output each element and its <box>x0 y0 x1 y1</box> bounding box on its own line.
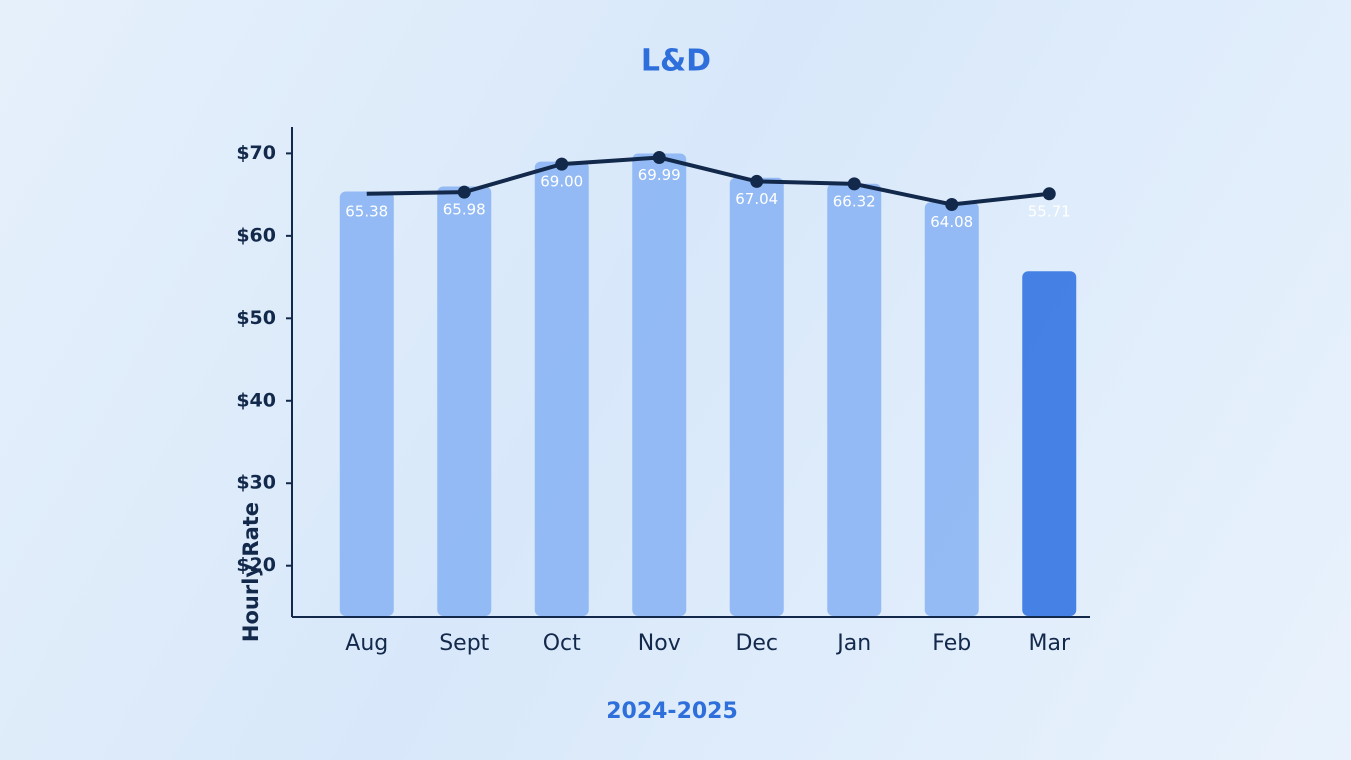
value-label: 65.98 <box>443 201 486 219</box>
line <box>366 155 1050 207</box>
bar <box>1022 271 1077 616</box>
bar <box>924 202 979 617</box>
y-tick-label: $40 <box>236 389 276 411</box>
bar <box>632 153 687 616</box>
bar <box>339 191 394 616</box>
value-label: 69.00 <box>540 173 583 191</box>
value-label: 55.71 <box>1028 202 1071 220</box>
line-point <box>555 157 569 171</box>
value-label: 65.38 <box>345 202 388 220</box>
value-label: 67.04 <box>735 190 778 208</box>
value-label: 69.99 <box>638 166 681 184</box>
y-tick-label: $70 <box>236 142 276 164</box>
line-point <box>457 185 471 199</box>
line-point <box>1042 187 1056 201</box>
bar <box>729 177 784 616</box>
x-tick-label: Jan <box>835 631 871 656</box>
chart-title: L&D <box>641 44 711 79</box>
bar <box>534 161 589 616</box>
y-tick-label: $50 <box>236 307 276 329</box>
y-tick-label: $20 <box>236 554 276 576</box>
y-axis-label: Hourly Rate <box>239 502 263 642</box>
x-tick-label: Sept <box>439 631 489 656</box>
x-axis-label: 2024-2025 <box>606 699 738 724</box>
line-point <box>847 177 861 191</box>
x-tick-label: Feb <box>932 631 971 656</box>
y-tick-label: $30 <box>236 472 276 494</box>
y-tick-label: $60 <box>236 224 276 246</box>
x-tick-label: Dec <box>735 631 778 656</box>
x-tick-label: Mar <box>1028 631 1070 656</box>
x-tick-label: Aug <box>345 631 388 656</box>
x-tick-label: Oct <box>543 631 581 656</box>
line-point <box>652 151 666 165</box>
value-label: 66.32 <box>833 192 876 210</box>
x-tick-label: Nov <box>638 631 681 656</box>
bar <box>827 183 882 617</box>
line-point <box>750 174 764 188</box>
bar <box>437 186 492 617</box>
value-label: 64.08 <box>930 213 973 231</box>
line-point <box>945 198 959 212</box>
